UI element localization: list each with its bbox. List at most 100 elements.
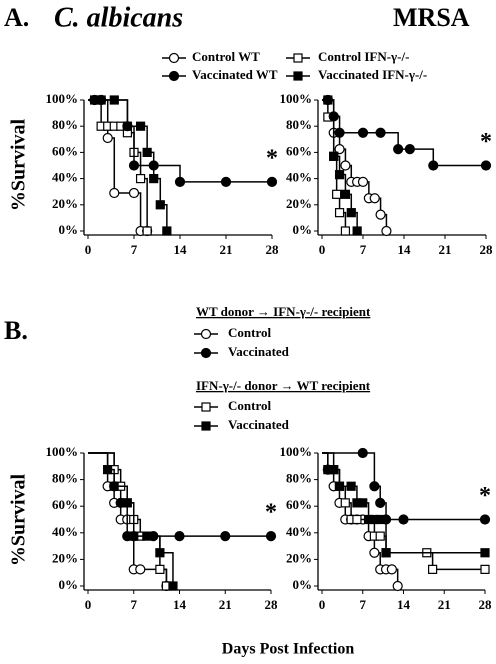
x-tick-label: 7 [131,242,138,257]
marker [480,160,492,171]
marker [329,151,339,161]
marker [102,132,113,144]
marker [358,498,368,508]
y-tick-label: 60% [52,143,78,158]
y-tick-label: 40% [52,524,78,539]
legend-label: Vaccinated WT [192,67,278,82]
x-tick-label: 7 [360,242,367,257]
y-tick-label: 100% [280,444,313,459]
survival-line [322,452,485,571]
legend-label: Control [228,325,271,340]
legend-label: Control WT [192,49,260,64]
y-tick-label: 0% [59,222,79,237]
panel-label: B. [4,316,28,345]
y-tick-label: 40% [286,170,312,185]
marker [357,447,368,459]
survival-line [322,99,486,167]
marker [155,564,165,574]
y-tick-label: 60% [286,497,312,512]
legend-marker [293,53,303,63]
legend-marker [168,52,180,64]
survival-line [322,452,485,521]
marker [135,121,146,131]
legend-label: Vaccinated [228,344,290,359]
marker [334,170,345,180]
marker [109,95,119,105]
x-tick-label: 0 [85,242,92,257]
marker [352,514,362,525]
marker [122,498,132,508]
chart-title: C. albicans [54,2,183,33]
marker [346,481,356,491]
legend-marker [201,421,211,431]
marker [375,514,385,525]
marker [369,193,380,204]
x-tick-label: 7 [131,597,138,612]
y-tick-label: 20% [52,196,78,211]
x-tick-label: 0 [319,597,326,612]
x-tick-label: 7 [360,597,367,612]
marker [428,160,439,171]
marker [334,208,345,218]
marker [375,209,386,220]
x-tick-label: 0 [85,597,92,612]
x-tick-label: 14 [398,242,412,257]
marker [480,548,490,558]
legend-label: Vaccinated [228,417,290,432]
x-tick-label: 21 [219,597,232,612]
marker [129,531,139,541]
marker [480,564,490,574]
marker [375,497,386,508]
marker [340,226,351,236]
legend-marker [201,402,211,412]
y-tick-label: 0% [293,222,313,237]
marker [381,225,392,237]
x-tick-label: 14 [174,242,188,257]
y-tick-label: 60% [52,497,78,512]
x-tick-label: 28 [479,597,493,612]
y-tick-label: 20% [286,196,312,211]
legend-label: Control IFN-γ-/- [318,49,409,64]
y-tick-label: 20% [52,550,78,565]
marker [404,144,415,155]
x-tick-label: 14 [397,597,411,612]
x-tick-label: 0 [319,242,326,257]
x-tick-label: 21 [438,597,451,612]
marker [323,95,333,105]
panel-label: A. [4,3,29,32]
marker [393,144,404,155]
marker [398,514,409,525]
x-tick-label: 28 [480,242,494,257]
annotation: * [265,500,277,526]
marker [109,187,120,199]
marker [168,581,178,591]
marker [329,465,339,475]
marker [369,481,380,492]
marker [103,465,113,475]
y-tick-label: 80% [52,471,78,486]
legend-group-title: IFN-γ-/- donor → WT recipient [196,378,371,393]
marker [220,176,232,187]
legend-label: Control [228,398,271,413]
marker [334,127,345,138]
marker [357,176,369,187]
x-tick-label: 14 [173,597,187,612]
marker [122,121,133,131]
legend-marker [200,347,212,359]
y-tick-label: 40% [286,524,312,539]
marker [155,548,165,558]
legend-group-title: WT donor → IFN-γ-/- recipient [196,304,371,319]
marker [162,226,172,236]
marker [266,176,278,187]
marker [135,174,146,184]
y-tick-label: 60% [286,143,312,158]
y-tick-label: 20% [286,550,312,565]
marker [375,531,385,541]
y-tick-label: 40% [52,170,78,185]
marker [392,580,403,592]
x-tick-label: 28 [266,242,280,257]
marker [174,176,186,187]
y-tick-label: 80% [52,117,78,132]
